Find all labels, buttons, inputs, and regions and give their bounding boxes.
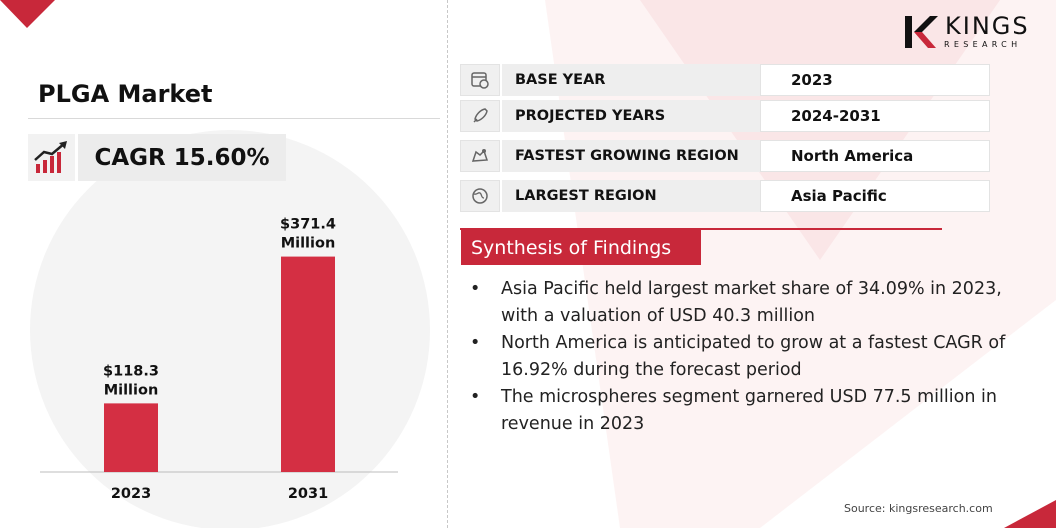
bullet-icon: • bbox=[470, 279, 481, 299]
kings-logo-mark bbox=[905, 16, 938, 48]
finding-text: The microspheres segment garnered USD 77… bbox=[501, 387, 997, 434]
finding-item: • The microspheres segment garnered USD 7… bbox=[468, 384, 1028, 438]
bullet-icon: • bbox=[470, 333, 481, 353]
finding-text: North America is anticipated to grow at … bbox=[501, 333, 1006, 380]
info-label: FASTEST GROWING REGION bbox=[502, 140, 802, 172]
source-note: Source: kingsresearch.com bbox=[844, 502, 993, 515]
map-icon bbox=[460, 140, 500, 172]
info-label: PROJECTED YEARS bbox=[502, 100, 802, 132]
info-value: Asia Pacific bbox=[760, 180, 990, 212]
title-underline bbox=[28, 118, 440, 119]
info-value: 2023 bbox=[760, 64, 990, 96]
calendar-icon bbox=[460, 64, 500, 96]
x-tick-label: 2023 bbox=[111, 486, 151, 502]
rocket-icon bbox=[460, 100, 500, 132]
info-value: North America bbox=[760, 140, 990, 172]
finding-text: Asia Pacific held largest market share o… bbox=[501, 279, 1002, 326]
synthesis-rule bbox=[460, 228, 942, 230]
x-tick-label: 2031 bbox=[288, 486, 328, 502]
bullet-icon: • bbox=[470, 387, 481, 407]
cagr-value: CAGR 15.60% bbox=[78, 134, 286, 181]
bar-2023 bbox=[104, 403, 158, 472]
findings-list: • Asia Pacific held largest market share … bbox=[468, 276, 1028, 438]
synthesis-title: Synthesis of Findings bbox=[461, 230, 701, 265]
page-title: PLGA Market bbox=[38, 80, 213, 108]
globe-icon bbox=[460, 180, 500, 212]
info-row-projected-years: PROJECTED YEARS 2024-2031 bbox=[460, 100, 990, 132]
corner-decoration-bottom bbox=[1004, 500, 1056, 528]
column-divider bbox=[447, 0, 448, 528]
data-label-2023: $118.3 bbox=[103, 363, 159, 379]
market-bar-chart: $118.3 Million 2023 $371.4 Million 2031 bbox=[40, 217, 398, 502]
info-value: 2024-2031 bbox=[760, 100, 990, 132]
growth-chart-icon bbox=[34, 141, 67, 173]
logo-subtitle: RESEARCH bbox=[944, 40, 1022, 49]
info-label: BASE YEAR bbox=[502, 64, 802, 96]
info-label: LARGEST REGION bbox=[502, 180, 802, 212]
corner-decoration-top bbox=[0, 0, 55, 28]
info-row-base-year: BASE YEAR 2023 bbox=[460, 64, 990, 96]
info-row-largest-region: LARGEST REGION Asia Pacific bbox=[460, 180, 990, 212]
data-label-2023: Million bbox=[104, 382, 159, 398]
finding-item: • North America is anticipated to grow at… bbox=[468, 330, 1028, 384]
finding-item: • Asia Pacific held largest market share … bbox=[468, 276, 1028, 330]
cagr-icon-container bbox=[28, 134, 75, 181]
bar-2031 bbox=[281, 256, 335, 472]
logo-name: KINGS bbox=[945, 12, 1030, 40]
info-row-fastest-region: FASTEST GROWING REGION North America bbox=[460, 140, 990, 172]
data-label-2031: Million bbox=[281, 236, 336, 252]
data-label-2031: $371.4 bbox=[280, 217, 336, 233]
